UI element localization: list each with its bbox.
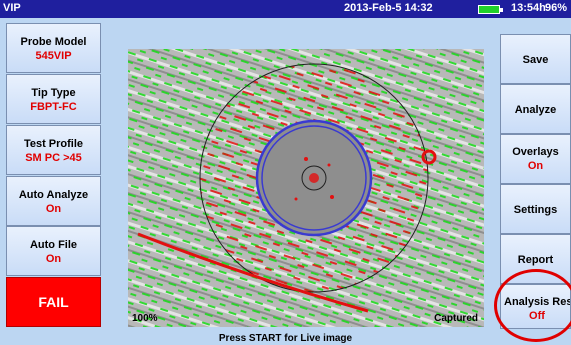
status-bar: VIP 2013-Feb-5 14:32 13:54h 96% bbox=[0, 0, 571, 18]
defect-dot bbox=[330, 195, 334, 199]
overlays-label: Overlays bbox=[512, 146, 559, 158]
fiber-image-overlay bbox=[128, 49, 484, 327]
core-zone-circle bbox=[301, 165, 327, 191]
core-defect bbox=[309, 173, 319, 183]
analyze-button[interactable]: Analyze bbox=[500, 84, 571, 134]
inner-zone-circle bbox=[261, 125, 367, 231]
defect-blob bbox=[421, 149, 437, 165]
test-profile-button[interactable]: Test Profile SM PC >45 bbox=[6, 125, 101, 175]
auto-analyze-label: Auto Analyze bbox=[18, 189, 89, 201]
settings-button[interactable]: Settings bbox=[500, 184, 571, 234]
zoom-level: 100% bbox=[132, 313, 158, 324]
overlays-button[interactable]: Overlays On bbox=[500, 134, 571, 184]
save-button[interactable]: Save bbox=[500, 34, 571, 84]
fiber-end-face-image: 100% Captured bbox=[128, 49, 484, 327]
analysis-results-value: Off bbox=[529, 310, 545, 322]
probe-model-value: 545VIP bbox=[35, 50, 72, 62]
live-image-hint: Press START for Live image bbox=[218, 333, 353, 344]
probe-model-button[interactable]: Probe Model 545VIP bbox=[6, 23, 101, 73]
analysis-results-label: Analysis Results bbox=[504, 296, 571, 308]
test-profile-label: Test Profile bbox=[23, 138, 84, 150]
auto-analyze-value: On bbox=[45, 203, 62, 215]
battery-percent: 96% bbox=[545, 2, 568, 14]
test-profile-value: SM PC >45 bbox=[25, 152, 82, 164]
tip-type-label: Tip Type bbox=[31, 87, 76, 99]
auto-file-button[interactable]: Auto File On bbox=[6, 226, 101, 276]
battery-icon bbox=[478, 5, 503, 14]
defect-dot bbox=[294, 197, 298, 201]
defect-dot bbox=[304, 157, 308, 161]
capture-state: Captured bbox=[434, 313, 478, 324]
app-name: VIP bbox=[3, 2, 21, 14]
auto-file-value: On bbox=[45, 253, 62, 265]
tip-type-button[interactable]: Tip Type FBPT-FC bbox=[6, 74, 101, 124]
report-button[interactable]: Report bbox=[500, 234, 571, 284]
scratch-defect bbox=[137, 232, 369, 313]
auto-file-label: Auto File bbox=[29, 239, 78, 251]
fail-status-indicator: FAIL bbox=[6, 277, 101, 327]
overlays-value: On bbox=[527, 160, 544, 172]
tip-type-value: FBPT-FC bbox=[30, 101, 77, 113]
probe-model-label: Probe Model bbox=[20, 36, 87, 48]
auto-analyze-button[interactable]: Auto Analyze On bbox=[6, 176, 101, 226]
defect-dot bbox=[327, 163, 331, 167]
date-time: 2013-Feb-5 14:32 bbox=[344, 2, 433, 14]
analysis-results-button[interactable]: Analysis Results Off bbox=[500, 284, 571, 329]
runtime-remaining: 13:54h bbox=[511, 2, 546, 14]
outer-zone-circle bbox=[199, 63, 429, 293]
